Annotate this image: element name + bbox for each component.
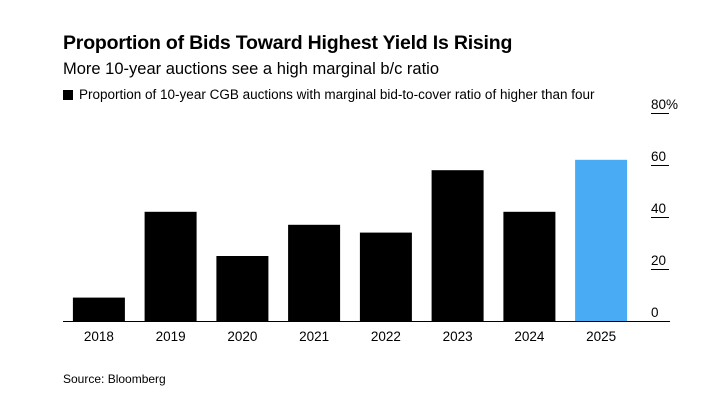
legend-label: Proportion of 10-year CGB auctions with … bbox=[79, 87, 595, 102]
bar-2018 bbox=[72, 297, 125, 321]
bar-2019 bbox=[144, 211, 197, 321]
x-tick-label-2018: 2018 bbox=[84, 329, 114, 344]
bar-2020 bbox=[216, 256, 269, 321]
x-tick-label-2024: 2024 bbox=[514, 329, 545, 344]
y-tick-label-80: 80% bbox=[651, 97, 678, 112]
y-tick-label-20: 20 bbox=[651, 253, 666, 268]
bar-2022 bbox=[359, 232, 412, 321]
x-tick-label-2022: 2022 bbox=[371, 329, 401, 344]
bar-2025 bbox=[575, 159, 628, 321]
bar-2024 bbox=[503, 211, 556, 321]
bar-2021 bbox=[288, 224, 341, 321]
chart-subtitle: More 10-year auctions see a high margina… bbox=[63, 60, 440, 78]
x-tick-label-2021: 2021 bbox=[299, 329, 329, 344]
x-tick-label-2023: 2023 bbox=[443, 329, 473, 344]
chart-legend: Proportion of 10-year CGB auctions with … bbox=[63, 87, 595, 102]
x-tick-label-2019: 2019 bbox=[156, 329, 186, 344]
y-tick-label-40: 40 bbox=[651, 201, 666, 216]
legend-swatch-icon bbox=[63, 89, 73, 100]
chart-title: Proportion of Bids Toward Highest Yield … bbox=[63, 32, 513, 54]
x-tick-label-2020: 2020 bbox=[227, 329, 257, 344]
x-tick-label-2025: 2025 bbox=[586, 329, 616, 344]
y-tick-label-0: 0 bbox=[651, 305, 659, 320]
source-note: Source: Bloomberg bbox=[63, 372, 166, 386]
y-tick-label-60: 60 bbox=[651, 149, 666, 164]
bar-2023 bbox=[431, 170, 484, 321]
